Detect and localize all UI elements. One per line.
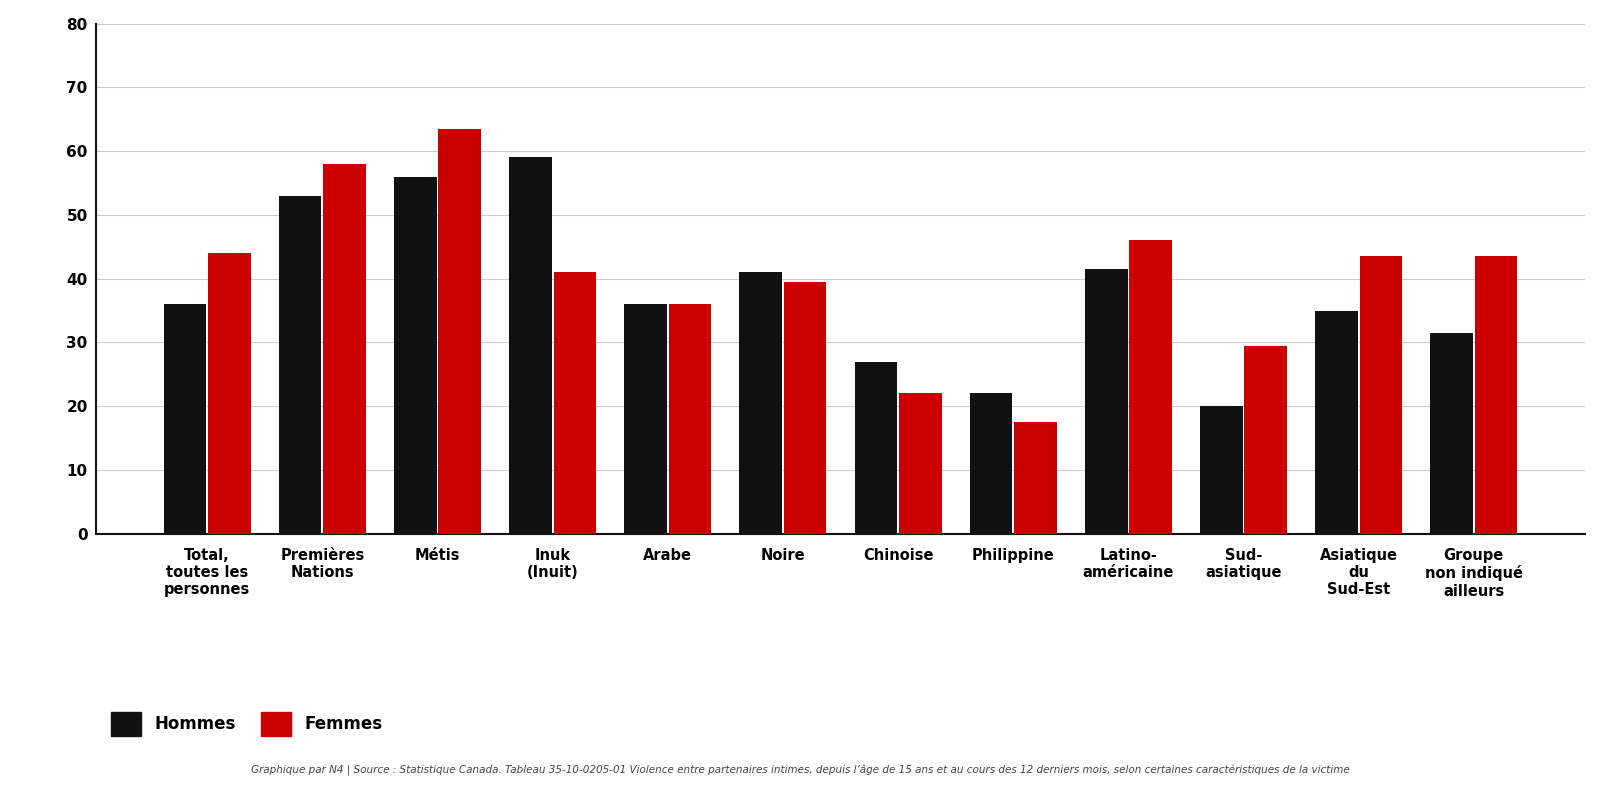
- Bar: [509, 158, 552, 534]
- Bar: [740, 272, 781, 534]
- Bar: [855, 362, 897, 534]
- Bar: [394, 177, 437, 534]
- Legend: Hommes, Femmes: Hommes, Femmes: [104, 706, 389, 743]
- Bar: [900, 393, 941, 534]
- Bar: [1013, 422, 1057, 534]
- Text: Graphique par N4 | Source : Statistique Canada. Tableau 35-10-0205-01 Violence e: Graphique par N4 | Source : Statistique …: [251, 765, 1350, 776]
- Bar: [1201, 407, 1242, 534]
- Bar: [279, 195, 322, 534]
- Bar: [554, 272, 596, 534]
- Bar: [208, 253, 251, 534]
- Bar: [1475, 257, 1518, 534]
- Bar: [1244, 345, 1287, 534]
- Bar: [1359, 257, 1402, 534]
- Bar: [624, 305, 668, 534]
- Bar: [163, 305, 207, 534]
- Bar: [1085, 269, 1127, 534]
- Bar: [669, 305, 711, 534]
- Bar: [970, 393, 1012, 534]
- Bar: [1316, 311, 1358, 534]
- Bar: [323, 164, 365, 534]
- Bar: [439, 129, 480, 534]
- Bar: [1129, 240, 1172, 534]
- Bar: [1430, 333, 1473, 534]
- Bar: [784, 282, 826, 534]
